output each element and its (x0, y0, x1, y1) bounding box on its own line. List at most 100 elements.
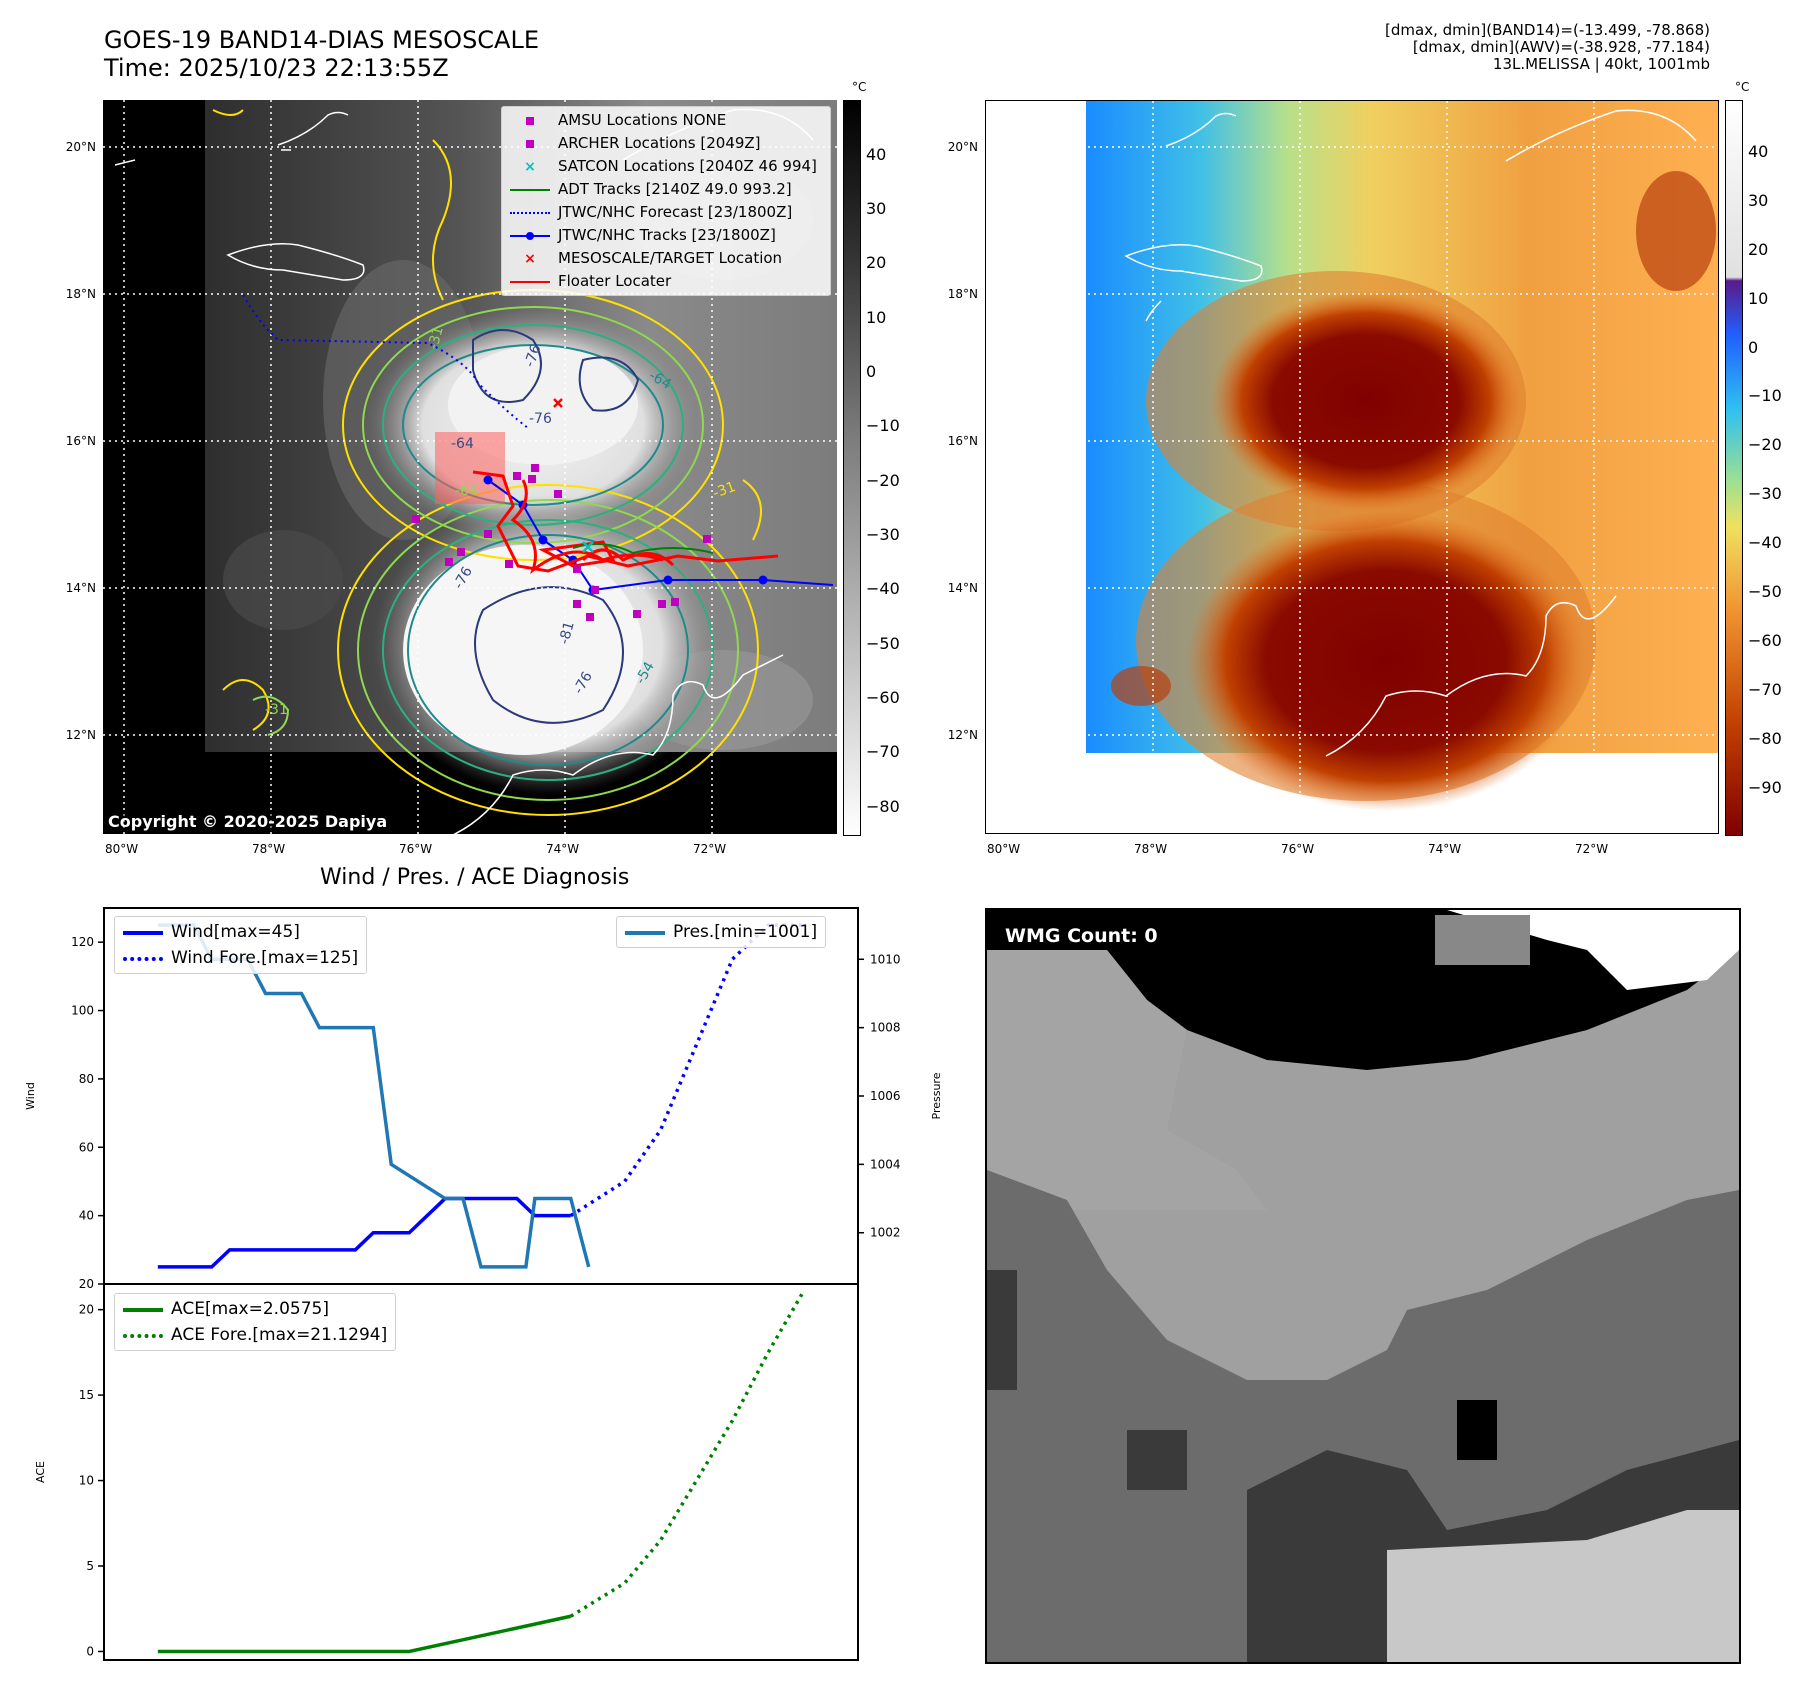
lat-tick: 14°N (947, 581, 978, 595)
wv-colorbar-ticks: 40 30 20 10 0 −10 −20 −30 −40 −50 −60 −7… (1748, 100, 1794, 834)
legend-item-floater: Floater Locater (510, 270, 822, 293)
lon-tick: 74°W (1428, 842, 1462, 856)
lon-tick: 72°W (693, 842, 727, 856)
cbar-tick: 40 (1748, 142, 1769, 161)
pressure-legend: Pres.[min=1001] (616, 916, 827, 948)
wind-axis-tick-label: 120 (71, 935, 94, 949)
legend-item-satcon: × SATCON Locations [2040Z 46 994] (510, 155, 822, 178)
cbar-tick: −80 (866, 797, 900, 816)
lat-tick: 18°N (65, 287, 96, 301)
lon-tick: 76°W (399, 842, 433, 856)
lon-tick: 78°W (252, 842, 286, 856)
square-marker-icon (510, 137, 550, 151)
line-icon (123, 925, 163, 939)
wmg-panel: WMG Count: 0 (985, 908, 1741, 1664)
title-line2: Time: 2025/10/23 22:13:55Z (104, 54, 449, 82)
ace-axis-tick-label: 5 (86, 1559, 94, 1573)
contour-label: -76 (522, 342, 545, 369)
cbar-tick: −70 (1748, 680, 1782, 699)
lon-tick: 76°W (1281, 842, 1315, 856)
cbar-tick: −20 (866, 471, 900, 490)
cbar-tick: −20 (1748, 435, 1782, 454)
cbar-tick: 20 (1748, 240, 1769, 259)
cbar-tick: 10 (866, 308, 887, 327)
contour-label: -31 (425, 325, 446, 351)
info-line1: [dmax, dmin](BAND14)=(-13.499, -78.868) (1385, 21, 1710, 39)
lon-tick: 72°W (1575, 842, 1609, 856)
lon-tick: 74°W (546, 842, 580, 856)
ir-lat-axis: 20°N 18°N 16°N 14°N 12°N (40, 100, 100, 834)
contour-label: -81 (556, 620, 577, 646)
wv-colorbar-unit: °C (1735, 80, 1750, 94)
cbar-tick: −50 (1748, 582, 1782, 601)
wind-axis-tick-label: 20 (79, 1277, 94, 1291)
ace-line (157, 1614, 572, 1654)
contour-label: -64 (455, 483, 478, 499)
wmg-image (987, 910, 1739, 1662)
ir-colorbar (843, 100, 861, 836)
ir-map-panel: -64 -76 -76 -64 -31 -76 -81 -76 -54 -64 … (103, 100, 837, 836)
legend-item-forecast: JTWC/NHC Forecast [23/1800Z] (510, 201, 822, 224)
pressure-axis-tick-label: 1004 (870, 1157, 901, 1171)
wv-lon-axis: 80°W 78°W 76°W 74°W 72°W (985, 842, 1719, 862)
pressure-axis-tick-label: 1008 (870, 1021, 901, 1035)
pressure-axis-tick-label: 1010 (870, 952, 901, 966)
lon-tick: 78°W (1134, 842, 1168, 856)
line-icon (510, 183, 550, 197)
cbar-tick: −30 (1748, 484, 1782, 503)
square-marker-icon (510, 114, 550, 128)
pressure-ylabel: Pressure (930, 1072, 943, 1119)
wind-axis-tick-label: 60 (79, 1140, 94, 1154)
info-line3: 13L.MELISSA | 40kt, 1001mb (1492, 55, 1710, 73)
wind-panel-title: Wind / Pres. / ACE Diagnosis (320, 865, 630, 890)
diagnosis-chart: 20 40 60 80 100 120 1002 1004 1006 1008 1010 0 5 10 15… (0, 900, 960, 1670)
storm-info: [dmax, dmin](BAND14)=(-13.499, -78.868) … (1385, 22, 1710, 73)
cbar-tick: 40 (866, 145, 887, 164)
cbar-tick: 30 (866, 199, 887, 218)
lat-tick: 20°N (947, 140, 978, 154)
lat-tick: 12°N (65, 728, 96, 742)
cbar-tick: 0 (866, 362, 877, 381)
title-line1: GOES-19 BAND14-DIAS MESOSCALE (104, 26, 540, 54)
ace-axis-tick-label: 15 (79, 1388, 94, 1402)
ace-axis-tick-label: 0 (86, 1644, 94, 1658)
legend-wind: Wind[max=45] (171, 922, 300, 942)
ace-legend: ACE[max=2.0575] ACE Fore.[max=21.1294] (114, 1293, 397, 1351)
legend-ace-fore: ACE Fore.[max=21.1294] (171, 1325, 388, 1345)
wind-axis-tick-label: 40 (79, 1209, 94, 1223)
lat-tick: 20°N (65, 140, 96, 154)
wmg-count-label: WMG Count: 0 (997, 922, 1166, 950)
wind-legend: Wind[max=45] Wind Fore.[max=125] (114, 916, 368, 974)
dotted-line-icon (510, 206, 550, 220)
lat-tick: 16°N (947, 434, 978, 448)
figure-title: GOES-19 BAND14-DIAS MESOSCALE Time: 2025… (104, 26, 539, 82)
legend-ace: ACE[max=2.0575] (171, 1299, 329, 1319)
cbar-tick: 30 (1748, 191, 1769, 210)
x-marker-icon: × (524, 250, 536, 267)
wv-map-image (986, 101, 1718, 833)
cbar-tick: −40 (1748, 533, 1782, 552)
ace-axis-tick-label: 10 (79, 1474, 94, 1488)
dotted-line-icon (123, 951, 163, 965)
cbar-tick: 20 (866, 253, 887, 272)
lat-tick: 14°N (65, 581, 96, 595)
cbar-tick: −30 (866, 525, 900, 544)
legend-item-amsu: AMSU Locations NONE (510, 109, 822, 132)
cbar-tick: −10 (866, 416, 900, 435)
cbar-tick: −50 (866, 634, 900, 653)
line-icon (123, 1302, 163, 1316)
cbar-tick: −40 (866, 579, 900, 598)
cbar-tick: 0 (1748, 338, 1759, 357)
legend-item-archer: ARCHER Locations [2049Z] (510, 132, 822, 155)
line-icon (510, 275, 550, 289)
line-dot-icon (510, 229, 550, 243)
cbar-tick: −90 (1748, 778, 1782, 797)
wind-line (157, 1196, 571, 1269)
lon-tick: 80°W (987, 842, 1021, 856)
contour-label: -31 (265, 702, 288, 718)
line-icon (625, 925, 665, 939)
legend-item-target: × MESOSCALE/TARGET Location (510, 247, 822, 270)
wind-ylabel: Wind (24, 1082, 37, 1110)
cbar-tick: −80 (1748, 729, 1782, 748)
cbar-tick: −60 (866, 688, 900, 707)
